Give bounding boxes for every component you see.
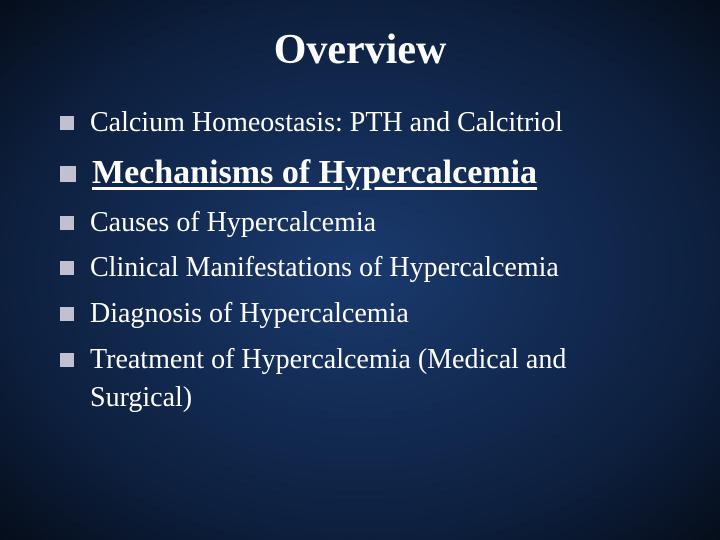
bullet-item: Calcium Homeostasis: PTH and Calcitriol: [60, 104, 660, 142]
bullet-text: Calcium Homeostasis: PTH and Calcitriol: [90, 104, 563, 142]
bullet-item: Treatment of Hypercalcemia (Medical and …: [60, 341, 660, 417]
square-bullet-icon: [60, 116, 74, 130]
bullet-text: Diagnosis of Hypercalcemia: [90, 295, 409, 333]
bullet-item: Diagnosis of Hypercalcemia: [60, 295, 660, 333]
bullet-text: Treatment of Hypercalcemia (Medical and …: [90, 341, 650, 417]
square-bullet-icon: [60, 261, 74, 275]
bullet-text: Clinical Manifestations of Hypercalcemia: [90, 249, 559, 287]
square-bullet-icon: [60, 166, 76, 182]
slide-title: Overview: [60, 26, 660, 74]
square-bullet-icon: [60, 307, 74, 321]
bullet-text: Mechanisms of Hypercalcemia: [92, 150, 537, 196]
bullet-item: Causes of Hypercalcemia: [60, 204, 660, 242]
square-bullet-icon: [60, 216, 74, 230]
square-bullet-icon: [60, 353, 74, 367]
bullet-list: Calcium Homeostasis: PTH and Calcitriol …: [60, 104, 660, 417]
bullet-item: Clinical Manifestations of Hypercalcemia: [60, 249, 660, 287]
bullet-text: Causes of Hypercalcemia: [90, 204, 376, 242]
slide-container: Overview Calcium Homeostasis: PTH and Ca…: [0, 0, 720, 445]
bullet-item: Mechanisms of Hypercalcemia: [60, 150, 660, 196]
